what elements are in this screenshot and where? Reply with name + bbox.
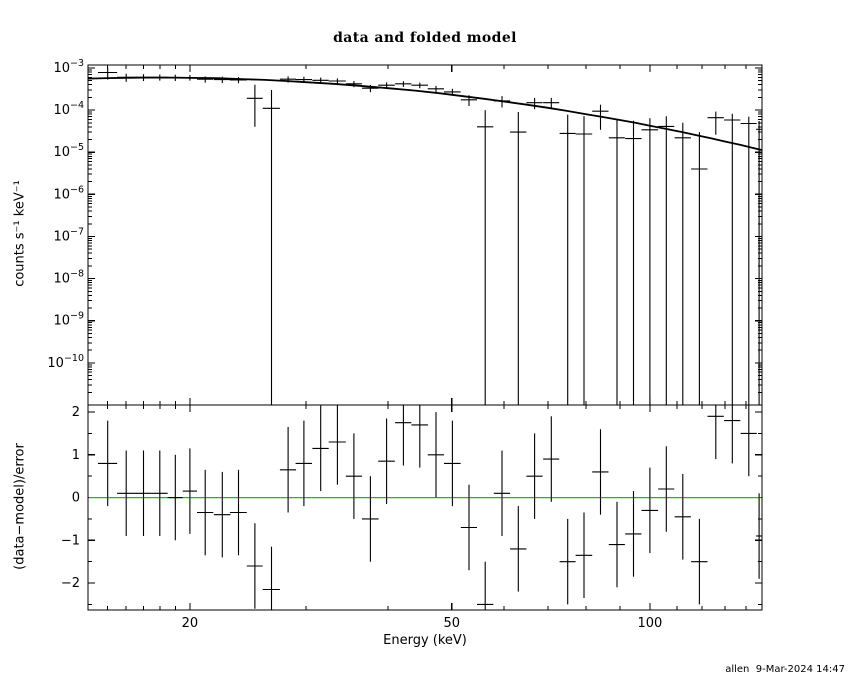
svg-text:10−5: 10−5 — [53, 142, 84, 160]
x-axis-label: Energy (keV) — [383, 633, 467, 648]
svg-text:10−8: 10−8 — [53, 269, 84, 287]
y-axis-label-residuals: (data−model)/error — [12, 443, 28, 570]
svg-text:0: 0 — [72, 491, 80, 506]
svg-text:50: 50 — [444, 616, 461, 631]
svg-text:1: 1 — [72, 448, 80, 463]
svg-text:10−7: 10−7 — [53, 227, 84, 245]
svg-text:20: 20 — [182, 616, 199, 631]
plot-title: data and folded model — [333, 30, 517, 46]
plot-footer: allen 9-Mar-2024 14:47 — [725, 664, 845, 675]
svg-text:10−9: 10−9 — [53, 311, 84, 329]
svg-text:10−3: 10−3 — [53, 58, 84, 76]
svg-text:10−4: 10−4 — [53, 100, 84, 118]
svg-text:100: 100 — [637, 616, 662, 631]
svg-text:−1: −1 — [61, 533, 80, 548]
svg-text:2: 2 — [72, 405, 80, 420]
svg-text:−2: −2 — [61, 576, 80, 591]
svg-text:10−10: 10−10 — [47, 353, 84, 371]
svg-text:10−6: 10−6 — [53, 184, 84, 202]
